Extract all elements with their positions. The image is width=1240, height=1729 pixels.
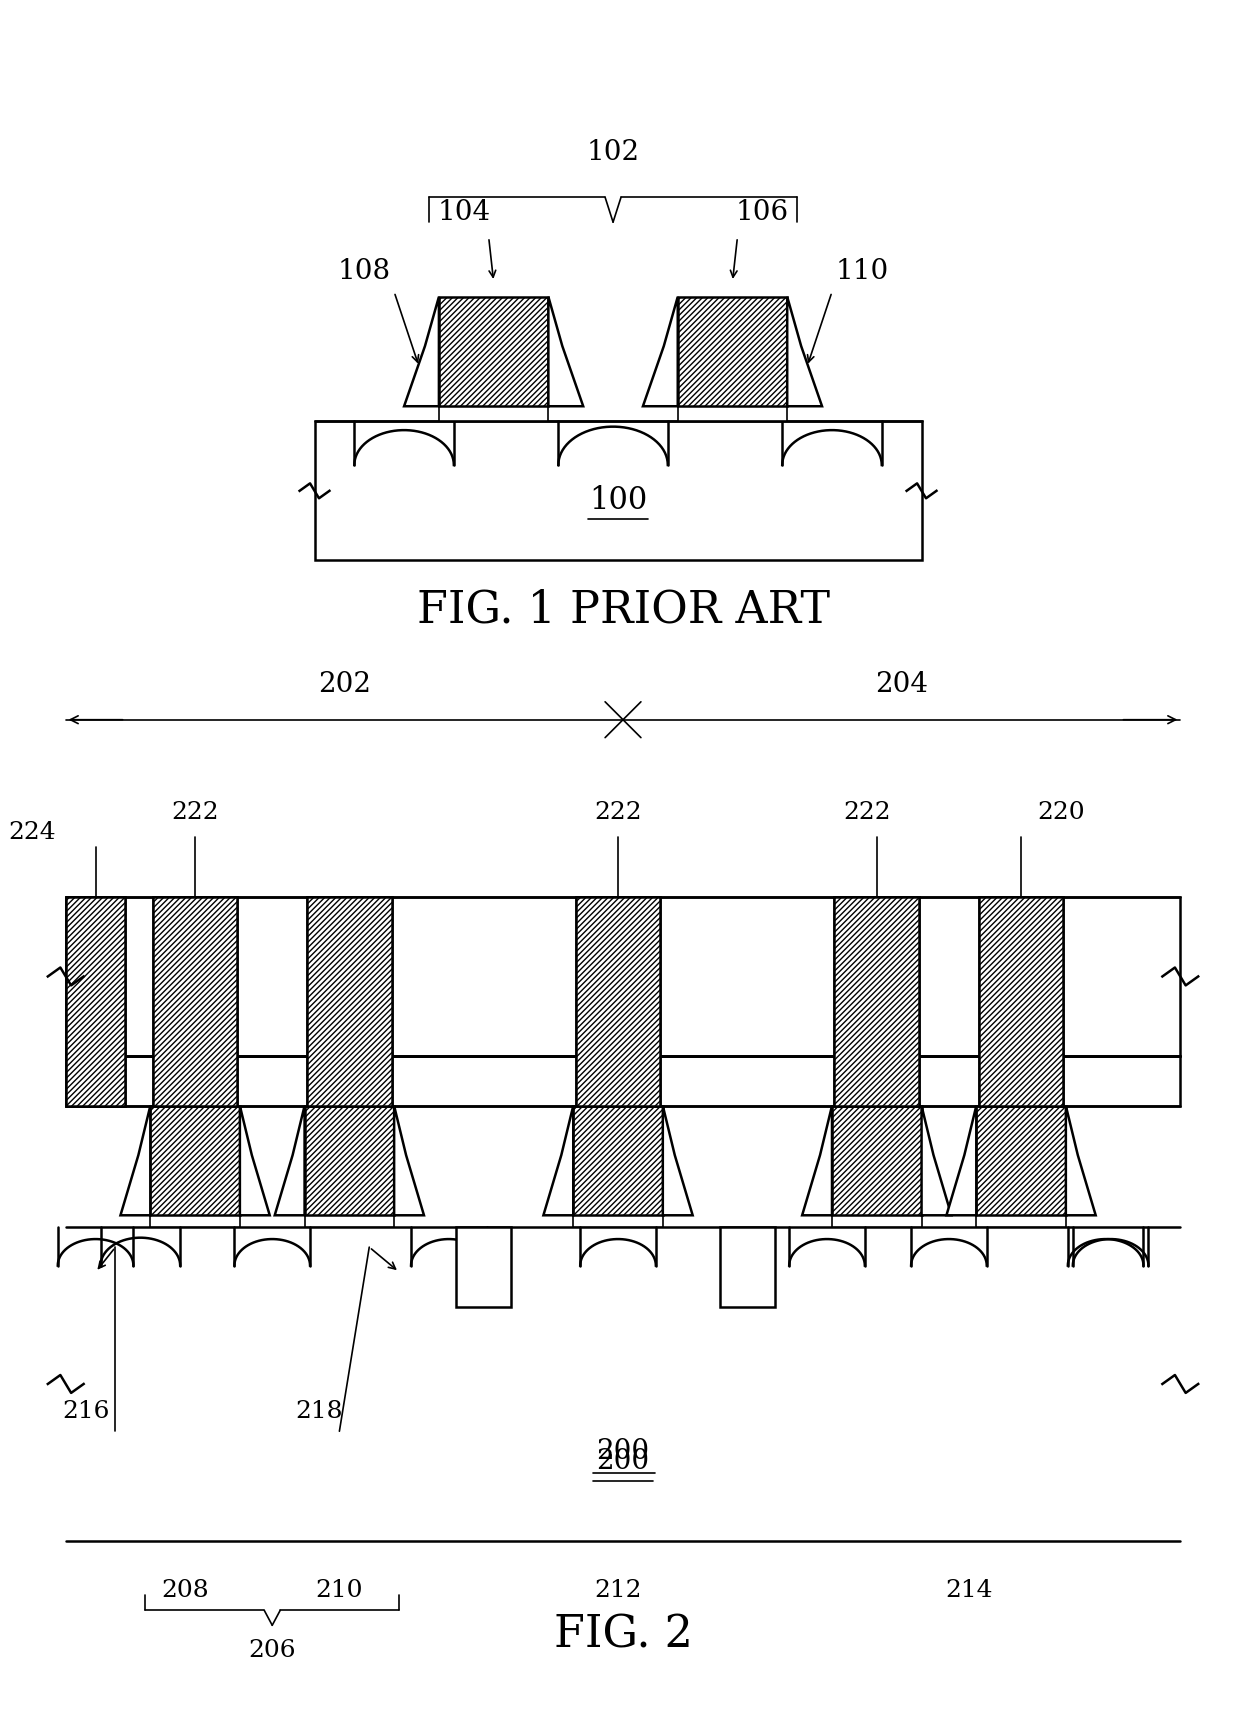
Polygon shape — [802, 1107, 832, 1215]
Text: 210: 210 — [316, 1579, 363, 1603]
Bar — [573, 1107, 663, 1215]
Bar — [308, 897, 392, 1107]
Text: 104: 104 — [438, 199, 490, 226]
Polygon shape — [946, 1107, 976, 1215]
Text: 200: 200 — [596, 1447, 650, 1475]
Bar — [832, 1215, 921, 1228]
Text: FIG. 1 PRIOR ART: FIG. 1 PRIOR ART — [417, 588, 830, 631]
Bar — [439, 406, 548, 422]
Text: 100: 100 — [589, 486, 647, 517]
Polygon shape — [239, 1107, 270, 1215]
Bar — [835, 897, 919, 1107]
Polygon shape — [548, 297, 583, 406]
Text: 222: 222 — [171, 801, 219, 823]
Text: 218: 218 — [296, 1400, 343, 1423]
Bar — [720, 1228, 775, 1307]
Polygon shape — [120, 1107, 150, 1215]
Bar — [837, 1055, 918, 1107]
Bar — [976, 1107, 1066, 1215]
Bar — [66, 897, 1180, 1056]
Polygon shape — [787, 297, 822, 406]
Polygon shape — [275, 1107, 305, 1215]
Bar — [66, 897, 125, 1107]
Polygon shape — [663, 1107, 693, 1215]
Bar — [150, 1215, 239, 1228]
Polygon shape — [404, 297, 439, 406]
Text: 102: 102 — [587, 138, 640, 166]
Bar — [981, 1055, 1061, 1107]
Bar — [305, 1215, 394, 1228]
Text: 222: 222 — [843, 801, 890, 823]
Text: 108: 108 — [337, 258, 391, 285]
Bar — [678, 406, 787, 422]
Bar — [978, 897, 1064, 1107]
Polygon shape — [921, 1107, 951, 1215]
Bar — [155, 1055, 236, 1107]
Polygon shape — [394, 1107, 424, 1215]
Bar — [456, 1228, 511, 1307]
Bar — [835, 897, 919, 1107]
Bar — [678, 297, 787, 406]
Bar — [439, 297, 548, 406]
Polygon shape — [543, 1107, 573, 1215]
Bar — [315, 422, 921, 560]
Bar — [150, 1107, 239, 1215]
Bar — [153, 897, 237, 1107]
Bar — [153, 897, 237, 1107]
Bar — [66, 897, 125, 1107]
Text: 200: 200 — [596, 1437, 650, 1464]
Text: 212: 212 — [594, 1579, 642, 1603]
Text: FIG. 2: FIG. 2 — [553, 1613, 692, 1656]
Bar — [578, 1055, 658, 1107]
Text: 220: 220 — [1037, 801, 1085, 823]
Polygon shape — [1066, 1107, 1096, 1215]
Bar — [573, 1215, 663, 1228]
Bar — [575, 897, 661, 1107]
Text: 206: 206 — [248, 1639, 296, 1662]
Bar — [305, 1107, 394, 1215]
Text: 208: 208 — [161, 1579, 210, 1603]
Text: 110: 110 — [836, 258, 889, 285]
Bar — [978, 897, 1064, 1107]
Text: 216: 216 — [62, 1400, 109, 1423]
Bar — [976, 1215, 1066, 1228]
Bar — [308, 897, 392, 1107]
Bar — [66, 1056, 1180, 1107]
Text: 214: 214 — [945, 1579, 992, 1603]
Polygon shape — [642, 297, 678, 406]
Bar — [575, 897, 661, 1107]
Text: 204: 204 — [875, 671, 929, 699]
Text: 202: 202 — [317, 671, 371, 699]
Bar — [309, 1055, 389, 1107]
Text: 224: 224 — [9, 821, 56, 844]
Text: 222: 222 — [594, 801, 642, 823]
Text: 106: 106 — [735, 199, 789, 226]
Bar — [832, 1107, 921, 1215]
